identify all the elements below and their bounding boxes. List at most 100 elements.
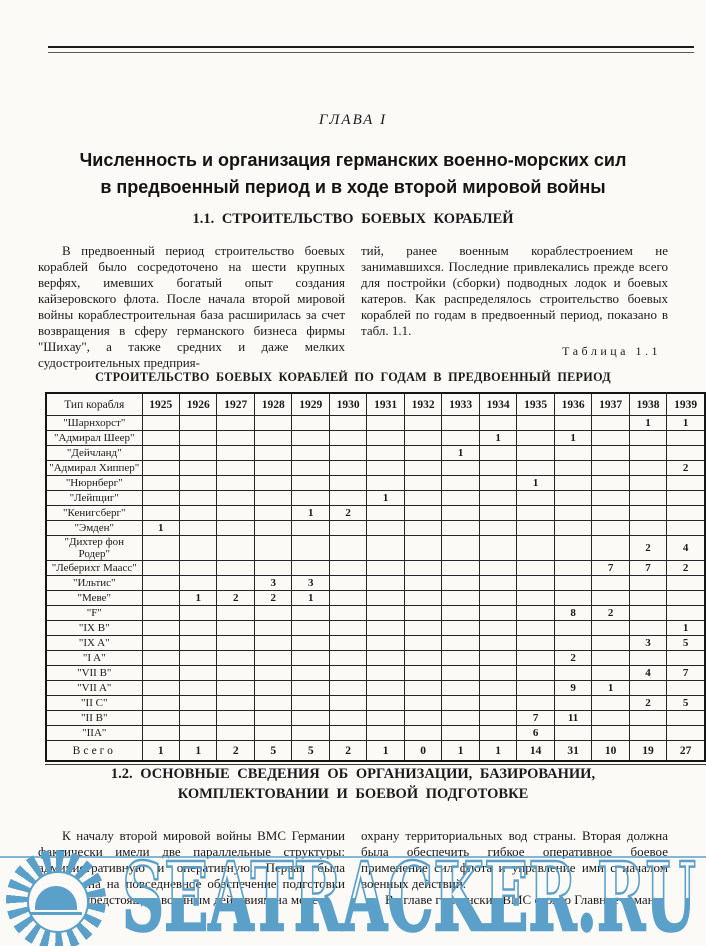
year-value-cell bbox=[441, 635, 480, 651]
year-value-cell: 1 bbox=[666, 620, 706, 636]
year-value-cell: 1 bbox=[666, 415, 706, 431]
year-value-cell bbox=[666, 445, 706, 461]
year-value-cell bbox=[403, 475, 443, 491]
year-value-cell: 3 bbox=[253, 575, 293, 591]
year-value-cell bbox=[178, 445, 218, 461]
year-value-cell bbox=[141, 665, 181, 681]
year-value-cell bbox=[553, 725, 593, 741]
year-value-cell bbox=[366, 725, 405, 741]
ship-type-cell: "VII B" bbox=[45, 665, 143, 681]
year-value-cell bbox=[291, 475, 330, 491]
year-value-cell bbox=[478, 445, 518, 461]
total-value-cell: 2 bbox=[328, 740, 368, 762]
year-column-header: 1930 bbox=[328, 392, 368, 416]
year-value-cell bbox=[628, 590, 668, 606]
year-value-cell bbox=[553, 665, 593, 681]
year-value-cell bbox=[291, 725, 330, 741]
year-value-cell: 7 bbox=[628, 560, 668, 576]
year-value-cell bbox=[666, 590, 706, 606]
top-rule bbox=[48, 46, 694, 53]
total-value-cell: 27 bbox=[666, 740, 706, 762]
year-value-cell bbox=[628, 575, 668, 591]
ship-type-cell: "Нюрнберг" bbox=[45, 475, 143, 491]
section-2-text: К началу второй мировой войны ВМС Герман… bbox=[38, 828, 668, 908]
year-value-cell bbox=[291, 460, 330, 476]
year-value-cell: 2 bbox=[628, 535, 668, 561]
year-value-cell bbox=[328, 650, 368, 666]
year-value-cell bbox=[553, 560, 593, 576]
year-value-cell bbox=[141, 430, 181, 446]
year-value-cell bbox=[216, 520, 255, 536]
ship-type-cell: "Кенигсберг" bbox=[45, 505, 143, 521]
year-value-cell bbox=[366, 430, 405, 446]
table-row: "Дихтер фон Родер" 2 4 bbox=[45, 535, 706, 561]
year-value-cell bbox=[328, 535, 368, 561]
year-value-cell bbox=[628, 620, 668, 636]
year-column-header: 1933 bbox=[441, 392, 480, 416]
year-value-cell bbox=[591, 505, 630, 521]
year-value-cell: 1 bbox=[516, 475, 555, 491]
year-value-cell bbox=[366, 680, 405, 696]
year-value-cell bbox=[291, 710, 330, 726]
year-value-cell bbox=[328, 665, 368, 681]
year-value-cell bbox=[216, 695, 255, 711]
year-column-header: 1925 bbox=[141, 392, 181, 416]
year-value-cell bbox=[216, 620, 255, 636]
year-value-cell bbox=[403, 680, 443, 696]
year-value-cell bbox=[253, 635, 293, 651]
paragraph: К началу второй мировой войны ВМС Герман… bbox=[38, 828, 345, 907]
year-value-cell bbox=[441, 490, 480, 506]
table-bottom-rule bbox=[45, 764, 706, 765]
year-value-cell bbox=[216, 560, 255, 576]
table-row: "IX B" 1 bbox=[45, 620, 706, 636]
year-value-cell bbox=[478, 475, 518, 491]
year-value-cell bbox=[366, 650, 405, 666]
year-value-cell bbox=[441, 430, 480, 446]
ship-type-cell: "Лейпциг" bbox=[45, 490, 143, 506]
year-value-cell bbox=[366, 535, 405, 561]
year-value-cell bbox=[253, 475, 293, 491]
year-value-cell bbox=[253, 415, 293, 431]
section-1-left-column: В предвоенный период строительство боевы… bbox=[38, 243, 345, 371]
year-value-cell bbox=[403, 620, 443, 636]
section-2-heading: 1.2. ОСНОВНЫЕ СВЕДЕНИЯ ОБ ОРГАНИЗАЦИИ, Б… bbox=[0, 764, 706, 804]
year-value-cell bbox=[253, 695, 293, 711]
ship-type-cell: "Адмирал Шеер" bbox=[45, 430, 143, 446]
year-value-cell bbox=[178, 710, 218, 726]
year-value-cell bbox=[516, 445, 555, 461]
year-value-cell bbox=[216, 460, 255, 476]
year-value-cell bbox=[216, 605, 255, 621]
table-row: "Кенигсберг" 1 2 bbox=[45, 505, 706, 521]
ship-construction-table: Тип корабля 1925 1926 1927 1928 1929 1930 1931 1… bbox=[45, 392, 706, 762]
table-row: "II B" 7 11 bbox=[45, 710, 706, 726]
year-value-cell bbox=[478, 520, 518, 536]
total-value-cell: 19 bbox=[628, 740, 668, 762]
year-value-cell bbox=[516, 520, 555, 536]
year-value-cell bbox=[328, 430, 368, 446]
year-value-cell bbox=[478, 575, 518, 591]
year-value-cell bbox=[366, 575, 405, 591]
year-value-cell bbox=[366, 710, 405, 726]
year-value-cell bbox=[666, 605, 706, 621]
year-value-cell bbox=[141, 505, 181, 521]
year-value-cell bbox=[441, 725, 480, 741]
year-value-cell bbox=[628, 460, 668, 476]
year-value-cell bbox=[591, 650, 630, 666]
year-value-cell bbox=[141, 575, 181, 591]
ship-type-cell: "Леберихт Маасс" bbox=[45, 560, 143, 576]
year-value-cell: 5 bbox=[666, 695, 706, 711]
ship-type-cell: "IX B" bbox=[45, 620, 143, 636]
ship-type-cell: "VII A" bbox=[45, 680, 143, 696]
year-value-cell bbox=[516, 560, 555, 576]
year-value-cell bbox=[441, 475, 480, 491]
ship-type-cell: "Ильтис" bbox=[45, 575, 143, 591]
year-value-cell bbox=[328, 490, 368, 506]
year-value-cell: 1 bbox=[478, 430, 518, 446]
year-value-cell bbox=[291, 650, 330, 666]
year-value-cell: 1 bbox=[291, 505, 330, 521]
year-value-cell bbox=[516, 620, 555, 636]
year-value-cell bbox=[478, 560, 518, 576]
year-value-cell bbox=[178, 650, 218, 666]
year-value-cell bbox=[591, 490, 630, 506]
total-label-cell: Всего bbox=[45, 740, 143, 762]
